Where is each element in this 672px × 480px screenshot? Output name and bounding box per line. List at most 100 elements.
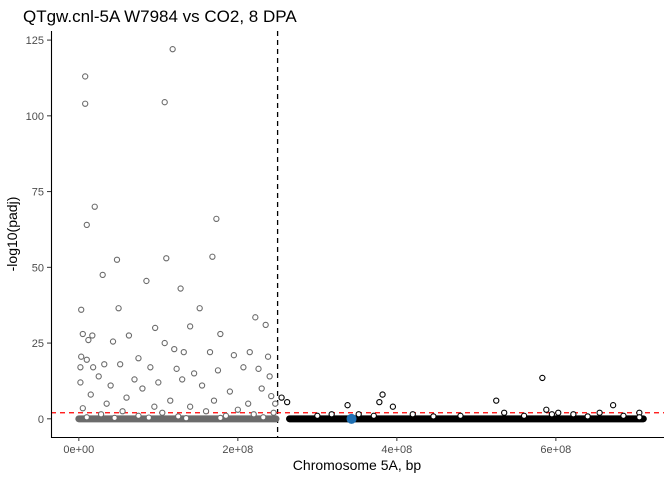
gene-point xyxy=(584,413,591,420)
qtl-gene-point xyxy=(246,349,253,356)
qtl-gene-point xyxy=(183,415,190,422)
gene-point xyxy=(543,406,550,413)
gene-point xyxy=(596,409,603,416)
qtl-gene-point xyxy=(95,373,102,380)
qtl-gene-point xyxy=(167,397,174,404)
y-tick-label: 25 xyxy=(32,338,44,350)
qtl-gene-point xyxy=(250,411,257,418)
qtl-gene-point xyxy=(186,403,194,410)
gene-point xyxy=(314,412,321,419)
qtl-gene-point xyxy=(252,314,259,321)
qtl-gene-point xyxy=(83,414,90,421)
gene-point xyxy=(636,414,643,421)
qtl-gene-point xyxy=(123,394,130,401)
qtl-gene-point xyxy=(151,324,159,332)
qtl-gene-point xyxy=(99,271,106,279)
qtl-gene-point xyxy=(109,338,117,345)
y-tick-label: 50 xyxy=(32,262,44,274)
gene-point xyxy=(493,397,500,404)
gene-point xyxy=(328,411,335,418)
qtl-gene-point xyxy=(83,221,90,229)
qtl-gene-point xyxy=(177,285,184,292)
qtl-gene-point xyxy=(262,321,269,329)
gene-point xyxy=(379,391,386,398)
qtl-gene-point xyxy=(217,330,224,338)
gene-point xyxy=(344,402,351,409)
highlighted-gene-point xyxy=(346,413,357,424)
qtl-gene-point xyxy=(103,400,110,407)
gene-point xyxy=(539,374,546,382)
qtl-gene-point xyxy=(135,355,142,362)
qtl-gene-point xyxy=(85,336,92,344)
gene-point xyxy=(548,411,556,418)
qtl-gene-point xyxy=(222,412,230,419)
gene-point xyxy=(609,402,617,409)
qtl-gene-point xyxy=(240,364,247,371)
qtl-gene-point xyxy=(145,414,152,421)
qtl-gene-point xyxy=(198,382,206,389)
qtl-gene-point xyxy=(171,345,178,353)
qtl-gene-point xyxy=(245,400,252,407)
qtl-gene-point xyxy=(78,306,85,313)
qtl-gene-point xyxy=(82,73,89,80)
qtl-gene-point xyxy=(77,379,84,386)
qtl-gene-point xyxy=(111,414,118,422)
gene-point xyxy=(620,412,627,419)
gene-point xyxy=(555,409,562,416)
qtl-gene-point xyxy=(117,361,124,368)
qtl-gene-point xyxy=(258,385,265,392)
x-axis-title: Chromosome 5A, bp xyxy=(293,457,422,473)
qtl-gene-point xyxy=(83,356,90,363)
qtl-gene-point xyxy=(107,382,114,389)
gene-point xyxy=(430,413,437,420)
qtl-gene-point xyxy=(155,379,162,386)
qtl-gene-point xyxy=(190,370,198,377)
qtl-gene-point xyxy=(210,397,218,404)
gene-point xyxy=(457,412,464,419)
qtl-gene-point xyxy=(77,364,84,371)
qtl-gene-point xyxy=(196,305,203,312)
gene-point xyxy=(389,403,397,410)
qtl-gene-point xyxy=(97,411,105,418)
gene-point xyxy=(370,412,377,419)
gene-point xyxy=(409,411,416,418)
qtl-gene-point xyxy=(79,330,86,338)
qtl-gene-point xyxy=(119,408,126,415)
x-tick-label: 2e+08 xyxy=(222,444,253,456)
gene-point xyxy=(355,411,362,418)
qtl-gene-point xyxy=(272,400,279,407)
qtl-gene-point xyxy=(147,364,154,371)
gene-point xyxy=(376,399,383,406)
chart-title: QTgw.cnl-5A W7984 vs CO2, 8 DPA xyxy=(23,7,297,26)
qtl-gene-point xyxy=(213,215,220,222)
qtl-gene-point xyxy=(151,403,158,410)
qtl-gene-point xyxy=(266,373,273,380)
qtl-gene-point xyxy=(89,364,97,371)
qtl-gene-point xyxy=(143,277,150,285)
y-tick-label: 100 xyxy=(26,111,44,123)
qtl-gene-point xyxy=(139,385,146,392)
qtl-gene-point xyxy=(82,100,89,107)
qtl-gene-point xyxy=(113,256,121,263)
gene-point xyxy=(520,412,528,419)
qtl-gene-point xyxy=(270,409,277,416)
qtl-gene-point xyxy=(135,412,142,419)
x-tick-label: 4e+08 xyxy=(381,444,412,456)
qtl-gene-point xyxy=(125,332,133,339)
qtl-gene-point xyxy=(101,361,108,368)
qtl-gene-point xyxy=(179,376,186,383)
qtl-gene-point xyxy=(209,253,216,260)
qtl-gene-point xyxy=(89,332,96,339)
qtl-gene-point xyxy=(161,99,168,106)
y-axis-title: -log10(padj) xyxy=(4,197,20,272)
qtl-gene-point xyxy=(159,409,166,416)
qtl-gene-point xyxy=(234,406,241,413)
x-tick-label: 0e+00 xyxy=(63,444,94,456)
qtl-gene-point xyxy=(202,408,210,415)
qtl-gene-point xyxy=(217,414,224,422)
y-tick-label: 75 xyxy=(32,187,44,199)
x-tick-label: 6e+08 xyxy=(540,444,571,456)
gene-point xyxy=(278,394,285,401)
qtl-gene-point xyxy=(79,405,86,412)
